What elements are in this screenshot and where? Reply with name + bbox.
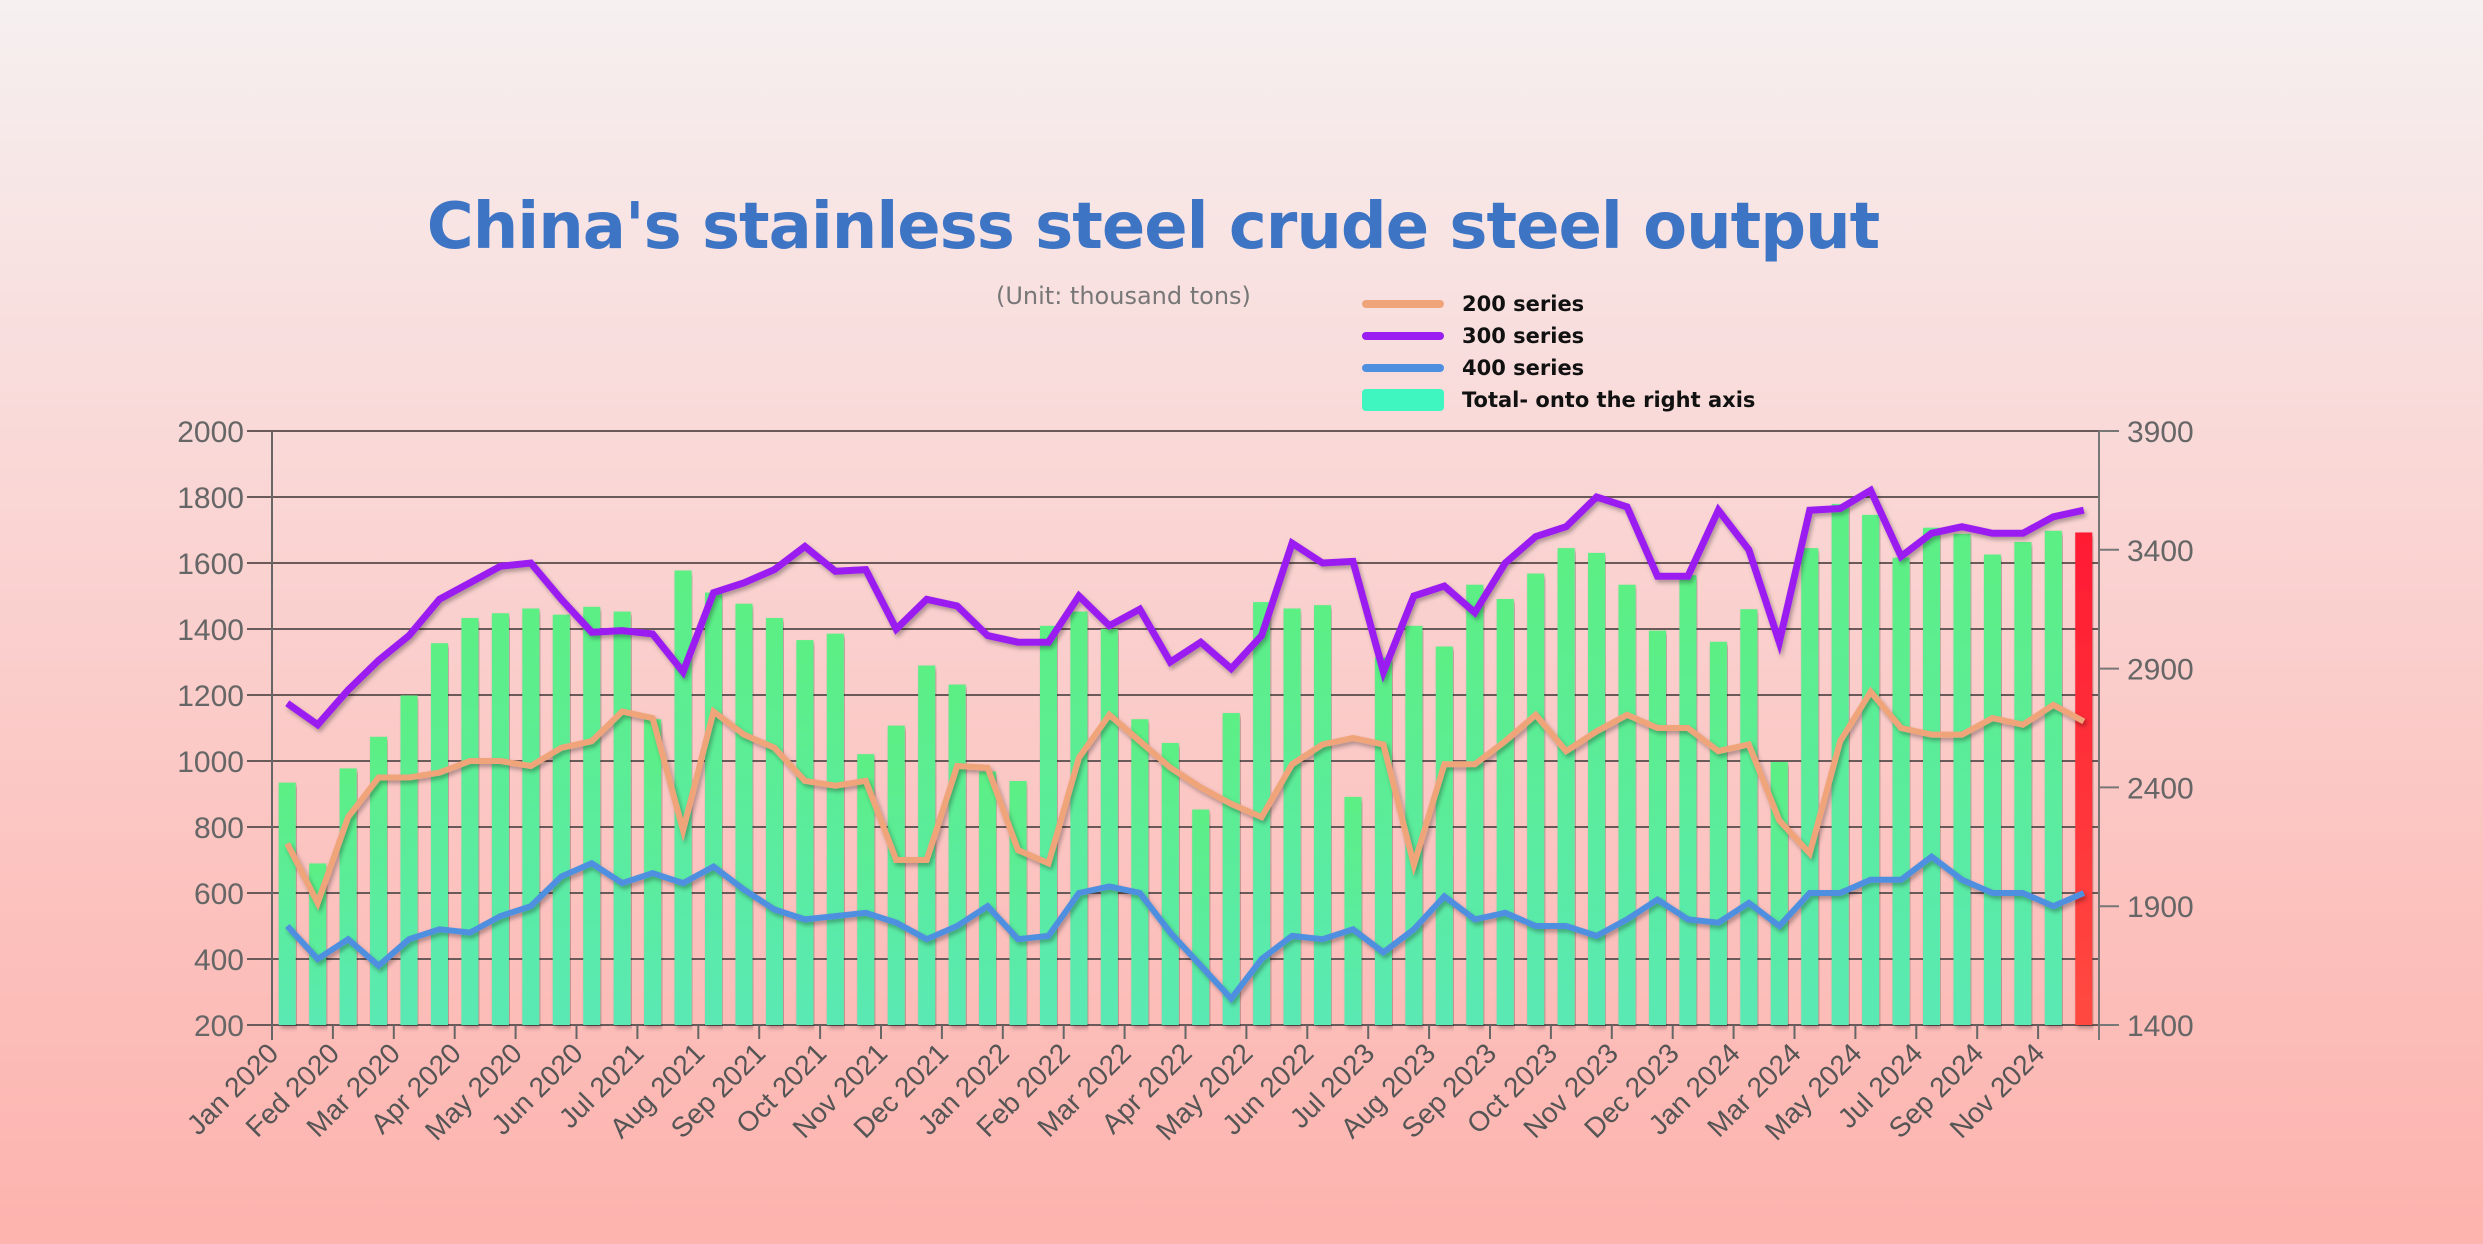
chart-subtitle: (Unit: thousand tons) bbox=[996, 282, 1251, 310]
legend-item-total: Total- onto the right axis bbox=[1362, 384, 1755, 416]
bar-total bbox=[1740, 609, 1758, 1025]
line-200-series bbox=[284, 686, 2086, 911]
bar-total bbox=[1496, 598, 1514, 1025]
legend-item-300: 300 series bbox=[1362, 320, 1755, 352]
bar-total bbox=[613, 611, 631, 1025]
bar-total bbox=[1009, 780, 1027, 1025]
legend-label: 200 series bbox=[1462, 292, 1585, 316]
bar-total bbox=[583, 606, 601, 1025]
bar-total bbox=[857, 754, 875, 1025]
bar-total bbox=[1801, 548, 1819, 1025]
left-axis-tick-label: 200 bbox=[194, 1010, 244, 1043]
bar-total bbox=[1618, 584, 1636, 1025]
left-axis-tick-label: 1600 bbox=[177, 548, 244, 581]
bar-total bbox=[1161, 742, 1179, 1025]
bar-total bbox=[522, 608, 540, 1025]
bar-total bbox=[1405, 625, 1423, 1025]
legend-swatch-400 bbox=[1362, 364, 1444, 372]
legend-swatch-200 bbox=[1362, 300, 1444, 308]
bar-total bbox=[309, 863, 327, 1025]
bar-total bbox=[887, 725, 905, 1025]
bar-total bbox=[979, 771, 997, 1025]
bar-total bbox=[1222, 713, 1240, 1025]
right-axis-tick-label: 2900 bbox=[2127, 654, 2194, 687]
bar-total bbox=[1100, 628, 1118, 1025]
left-axis-tick-label: 600 bbox=[194, 878, 244, 911]
bar-total bbox=[1953, 533, 1971, 1025]
bar-total bbox=[704, 592, 723, 1025]
bar-total bbox=[1283, 608, 1301, 1025]
right-axis-tick-label: 3900 bbox=[2127, 416, 2194, 449]
right-axis-tick-label: 1400 bbox=[2127, 1010, 2194, 1043]
bar-total bbox=[1374, 657, 1392, 1025]
bar-total bbox=[400, 695, 418, 1025]
bar-total bbox=[1588, 552, 1606, 1025]
bar-total bbox=[796, 640, 814, 1025]
left-axis-tick-label: 1800 bbox=[177, 482, 244, 515]
line-400-series bbox=[285, 852, 2085, 1004]
bar-total bbox=[948, 684, 966, 1025]
bar-total bbox=[1709, 641, 1727, 1025]
left-axis-tick-label: 1200 bbox=[177, 680, 244, 713]
bar-total bbox=[765, 617, 783, 1025]
bar-total bbox=[1892, 557, 1910, 1025]
bar-total bbox=[1862, 514, 1880, 1025]
bar-total bbox=[430, 643, 449, 1025]
bar-total-latest bbox=[2075, 532, 2093, 1025]
bar-total bbox=[1557, 548, 1575, 1025]
legend-swatch-total bbox=[1362, 389, 1444, 411]
left-axis-tick-label: 2000 bbox=[177, 416, 244, 449]
legend-label: 400 series bbox=[1462, 356, 1585, 380]
bar-total bbox=[552, 614, 570, 1025]
right-axis-tick-label: 3400 bbox=[2127, 535, 2194, 568]
legend-item-200: 200 series bbox=[1362, 288, 1755, 320]
legend-swatch-300 bbox=[1362, 332, 1444, 340]
bar-total bbox=[2014, 541, 2032, 1025]
bar-total bbox=[674, 570, 692, 1025]
bar-total bbox=[1527, 573, 1545, 1025]
bar-total bbox=[1131, 719, 1149, 1025]
bar-total bbox=[278, 782, 296, 1025]
bar-total bbox=[1435, 646, 1453, 1025]
legend: 200 series 300 series 400 series Total- … bbox=[1362, 288, 1755, 416]
bar-total bbox=[2044, 530, 2062, 1025]
left-axis-tick-label: 1400 bbox=[177, 614, 244, 647]
chart-title: China's stainless steel crude steel outp… bbox=[426, 190, 1880, 264]
legend-item-400: 400 series bbox=[1362, 352, 1755, 384]
legend-label: 300 series bbox=[1462, 324, 1585, 348]
legend-label: Total- onto the right axis bbox=[1462, 388, 1756, 412]
right-axis-tick-label: 1900 bbox=[2127, 891, 2194, 924]
bar-total bbox=[491, 613, 509, 1025]
line-300-series bbox=[285, 485, 2085, 730]
bar-total bbox=[1922, 527, 1941, 1025]
bar-total bbox=[370, 736, 388, 1025]
left-axis-tick-label: 400 bbox=[194, 944, 244, 977]
bar-total bbox=[826, 633, 844, 1025]
bar-total bbox=[1070, 611, 1088, 1025]
left-axis-tick-label: 1000 bbox=[177, 746, 244, 779]
bar-total bbox=[1344, 796, 1362, 1025]
right-axis-tick-label: 2400 bbox=[2127, 772, 2194, 805]
bar-total bbox=[1648, 630, 1667, 1025]
bar-total bbox=[1039, 625, 1058, 1025]
bar-total bbox=[1192, 809, 1210, 1025]
bar-total bbox=[1679, 575, 1697, 1025]
left-axis-tick-label: 800 bbox=[194, 812, 244, 845]
bar-total bbox=[1466, 584, 1484, 1025]
bar-total bbox=[1983, 554, 2001, 1025]
bar-total bbox=[1313, 605, 1332, 1025]
bar-total bbox=[735, 603, 753, 1025]
bar-total bbox=[461, 617, 479, 1025]
